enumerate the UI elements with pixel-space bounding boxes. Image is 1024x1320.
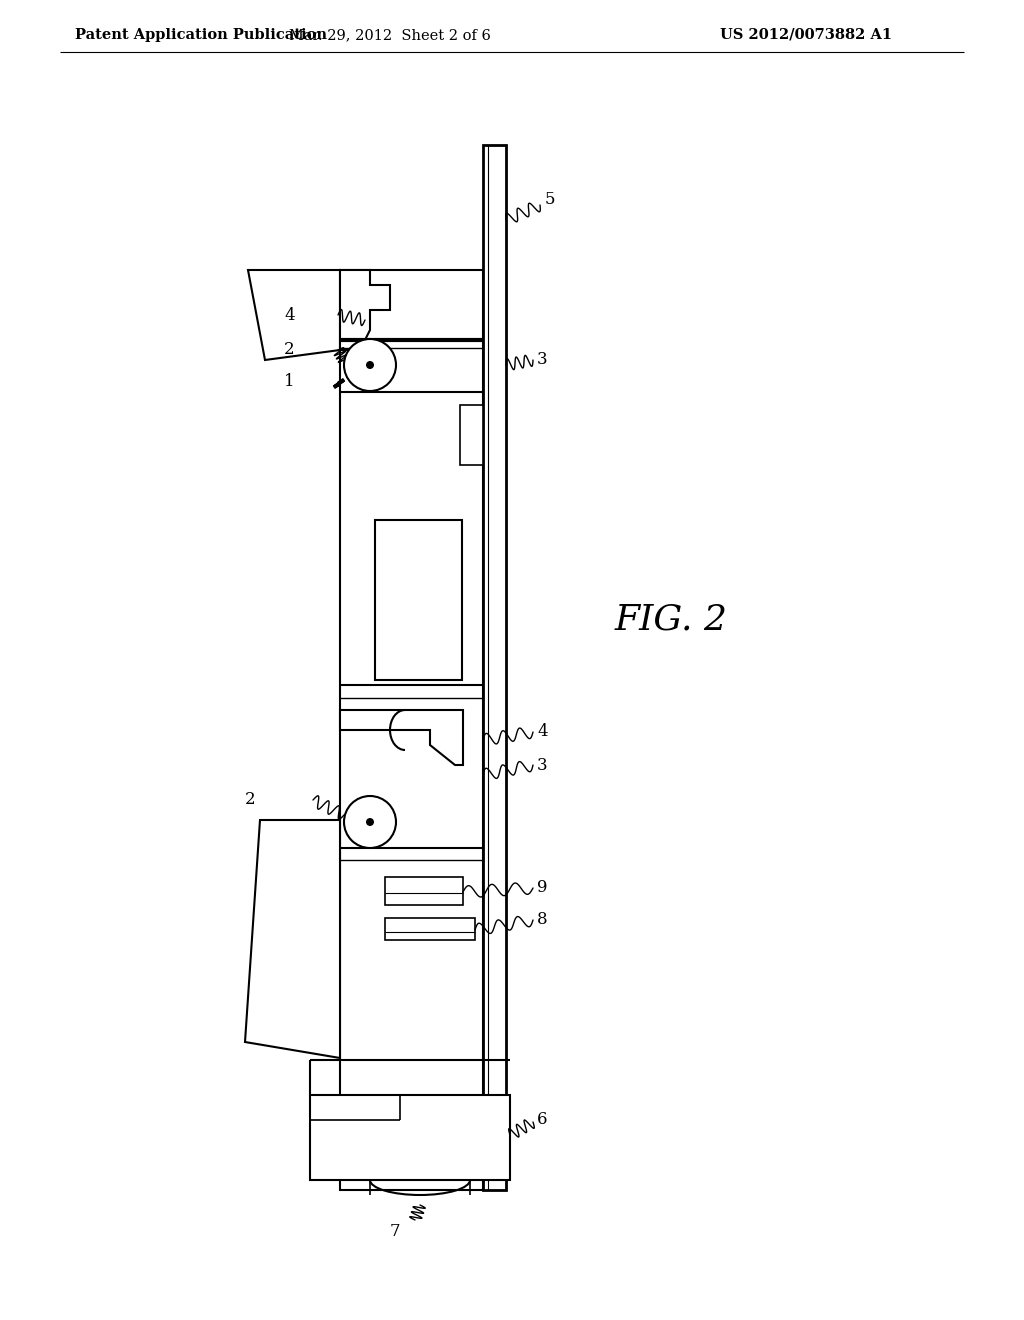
Circle shape	[366, 360, 374, 370]
Text: 5: 5	[545, 191, 555, 209]
Text: 3: 3	[537, 351, 548, 368]
Text: 6: 6	[537, 1111, 548, 1129]
Text: 3: 3	[537, 756, 548, 774]
Circle shape	[344, 339, 396, 391]
Text: FIG. 2: FIG. 2	[615, 603, 728, 638]
Polygon shape	[245, 820, 340, 1059]
Polygon shape	[340, 271, 390, 350]
Bar	[483, 145, 506, 1191]
Text: 2: 2	[245, 792, 256, 808]
Text: 4: 4	[537, 723, 548, 741]
Text: 1: 1	[284, 374, 295, 391]
Circle shape	[344, 796, 396, 847]
Circle shape	[366, 818, 374, 826]
Bar	[460, 405, 483, 465]
Bar	[310, 1096, 510, 1180]
Bar	[375, 520, 462, 680]
Bar	[385, 876, 463, 906]
Polygon shape	[248, 271, 340, 360]
Text: 4: 4	[284, 306, 295, 323]
Bar	[340, 271, 483, 1191]
Bar	[385, 917, 475, 940]
Text: 9: 9	[537, 879, 548, 896]
Text: Patent Application Publication: Patent Application Publication	[75, 28, 327, 42]
Text: 2: 2	[284, 342, 295, 359]
Text: 8: 8	[537, 912, 548, 928]
Polygon shape	[340, 710, 463, 766]
Text: US 2012/0073882 A1: US 2012/0073882 A1	[720, 28, 892, 42]
Text: Mar. 29, 2012  Sheet 2 of 6: Mar. 29, 2012 Sheet 2 of 6	[289, 28, 490, 42]
Text: 7: 7	[390, 1224, 400, 1241]
